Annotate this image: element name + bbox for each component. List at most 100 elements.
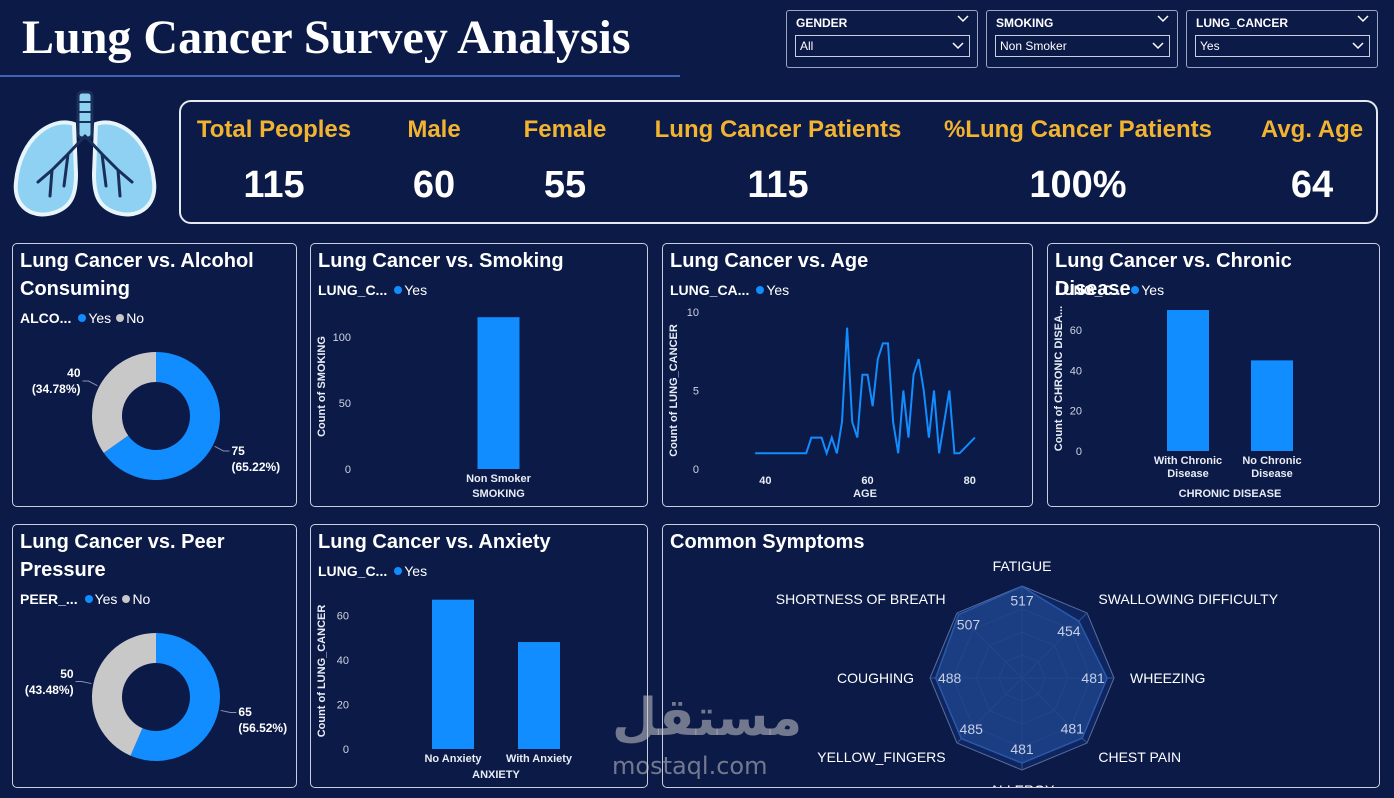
chevron-icon [957, 15, 969, 23]
chart-title: Lung Cancer vs. Chronic Disease [1055, 250, 1292, 300]
data-label: 50 (43.48%) [24, 666, 74, 697]
legend-label: Yes [94, 591, 118, 607]
data-label: 65 (56.52%) [238, 705, 288, 736]
chevron-icon [952, 42, 964, 50]
kpi-label: %Lung Cancer Patients [943, 116, 1213, 143]
kpi-value: 115 [243, 164, 305, 206]
leader-line [214, 445, 230, 452]
legend: LUNG_CA... Yes [670, 282, 789, 298]
filter-slicer: GENDER All [786, 10, 978, 68]
y-tick-label: 5 [693, 386, 699, 398]
slicer-value: Yes [1200, 39, 1220, 53]
radar-axis-label: SWALLOWING DIFFICULTY [1098, 591, 1278, 607]
y-axis-title: Count of LUNG_CANCER [316, 605, 328, 738]
slicer-label: SMOKING [996, 16, 1054, 30]
x-tick-label: With Anxiety [505, 753, 573, 765]
y-tick-label: 0 [693, 464, 699, 476]
y-axis-title: Count of LUNG_CANCER [668, 324, 680, 457]
y-tick-label: 60 [1070, 325, 1082, 337]
bar [518, 642, 560, 749]
radar-value-label: 481 [1081, 670, 1105, 686]
y-tick-label: 0 [345, 464, 351, 476]
radar-axis-label: FATIGUE [993, 558, 1052, 574]
x-axis-title: ANXIETY [472, 769, 520, 781]
donut-slice [103, 352, 220, 480]
legend-label: Yes [404, 282, 428, 298]
slicer-dropdown[interactable]: Yes [1195, 35, 1370, 57]
radar-axis-label: SHORTNESS OF BREATH [776, 591, 946, 607]
x-axis-title: CHRONIC DISEASE [1178, 488, 1282, 500]
legend-marker [394, 567, 403, 575]
legend-label: Yes [1141, 282, 1165, 298]
bar [477, 317, 520, 469]
legend: PEER_... Yes No [20, 591, 150, 607]
legend: LUNG_C... Yes [318, 563, 427, 579]
chevron-line [1152, 42, 1164, 50]
radar-axis-label: WHEEZING [1130, 670, 1205, 686]
chevron-line [1352, 42, 1364, 50]
x-tick-label: 60 [861, 475, 873, 487]
legend-title: ALCO... [20, 310, 72, 326]
x-axis-title: AGE [853, 488, 877, 500]
y-tick-label: 100 [333, 332, 351, 344]
legend-title: PEER_... [20, 591, 78, 607]
kpi-label: Female [523, 116, 607, 143]
y-tick-label: 40 [337, 655, 349, 667]
y-axis-title: Count of CHRONIC DISEA... [1053, 306, 1065, 451]
kpi-label: Male [407, 116, 461, 143]
chart-plot: 0 5 10 Count of LUNG_CANCER 40 60 80 [668, 307, 976, 487]
legend-label: Yes [404, 563, 428, 579]
radar-axis-label: YELLOW_FINGERS [817, 749, 945, 765]
slicer-dropdown[interactable]: All [795, 35, 970, 57]
title-underline [0, 75, 680, 77]
radar-value-label: 488 [938, 670, 962, 686]
slicer-label: LUNG_CANCER [1196, 16, 1289, 30]
radar-axis-label: CHEST PAIN [1098, 749, 1181, 765]
legend-marker [84, 595, 93, 603]
y-tick-label: 10 [687, 307, 699, 319]
legend-title: LUNG_C... [1055, 282, 1125, 298]
chevron-line [957, 15, 969, 23]
legend-title: LUNG_C... [318, 563, 388, 579]
chart-plot: 0 20 40 60 Count of LUNG_CANCER [316, 599, 560, 756]
line-series [755, 327, 976, 457]
kpi-value: 60 [412, 164, 456, 206]
chevron-icon [1352, 42, 1364, 50]
chart-plot: 0 50 100 Count of SMOKING [316, 317, 520, 476]
legend-marker [122, 595, 131, 603]
y-tick-label: 20 [337, 699, 349, 711]
chart-panel: Lung Cancer vs. Age 0 5 10 Count of LUNG_CAN… [662, 243, 1033, 507]
chart-panel: Lung Cancer vs. Peer Pressure PEER_... Yes… [12, 524, 297, 788]
y-axis-title: Count of SMOKING [316, 336, 328, 437]
radar-value-label: 485 [960, 721, 984, 737]
x-tick-label: No Chronic Disease [1242, 455, 1302, 480]
legend: LUNG_C... Yes [318, 282, 427, 298]
kpi-label: Avg. Age [1260, 116, 1364, 143]
slicer-value: Non Smoker [1000, 39, 1067, 53]
kpi-value: 64 [1290, 164, 1334, 206]
filter-slicer: LUNG_CANCER Yes [1186, 10, 1378, 68]
x-tick-label: With Chronic Disease [1153, 455, 1223, 480]
y-tick-label: 50 [339, 398, 351, 410]
filter-slicer: SMOKING Non Smoker [986, 10, 1178, 68]
donut-slice [92, 352, 156, 453]
legend-title: LUNG_CA... [670, 282, 750, 298]
chart-panel: Lung Cancer vs. Alcohol Consuming ALCO...… [12, 243, 297, 507]
kpi-value: 115 [747, 164, 809, 206]
bar [1251, 360, 1293, 451]
legend-label: No [126, 310, 145, 326]
slicer-dropdown[interactable]: Non Smoker [995, 35, 1170, 57]
chart-panel: Common Symptoms FATIGUE 517 SWALLOWING DIFF… [662, 524, 1380, 788]
chevron-icon [1357, 15, 1369, 23]
chevron-line [952, 42, 964, 50]
x-tick-label: 80 [964, 475, 976, 487]
legend-title: LUNG_C... [318, 282, 388, 298]
watermark-latin: mostaql.com [612, 752, 768, 780]
donut-slice [130, 633, 220, 761]
watermark-arabic: مستقل [612, 688, 803, 748]
chart-plot [82, 352, 230, 480]
chart-panel: Lung Cancer vs. Smoking 0 50 100 Count of SM… [310, 243, 648, 507]
y-tick-label: 40 [1070, 365, 1082, 377]
radar-value-label: 481 [1010, 741, 1034, 757]
